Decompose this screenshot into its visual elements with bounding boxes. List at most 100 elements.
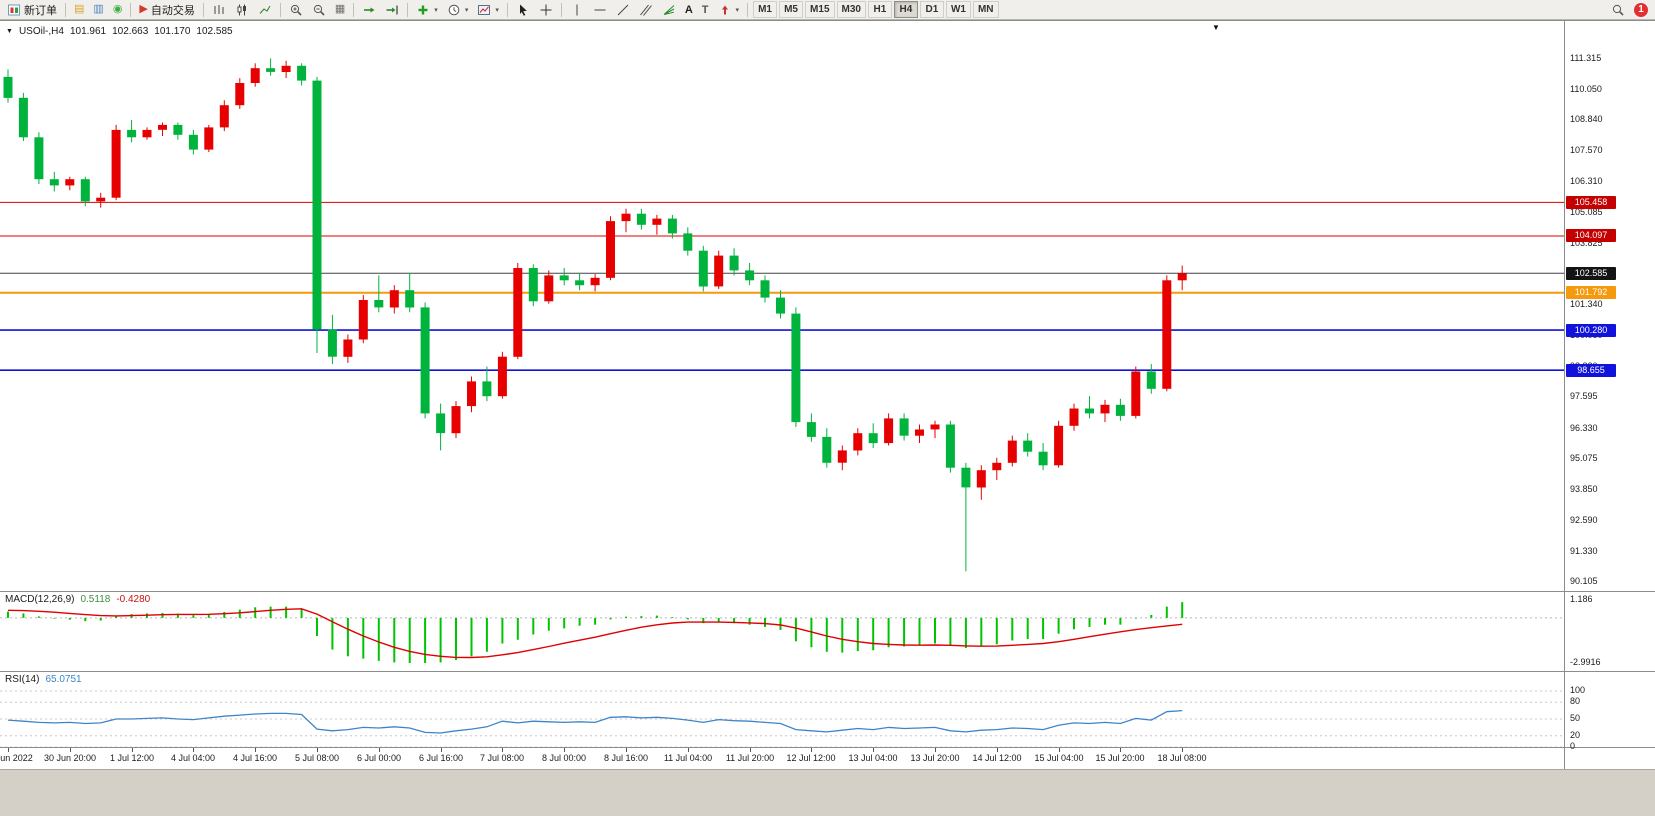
tile-windows-icon: ▦ bbox=[334, 3, 346, 15]
time-axis[interactable]: 30 Jun 2022 30 Jun 20:00 1 Jul 12:00 4 Jul … bbox=[0, 747, 1564, 770]
price-tick-label: 110.050 bbox=[1570, 84, 1602, 94]
template-icon bbox=[478, 4, 491, 15]
timeframe-m1-button[interactable]: M1 bbox=[753, 1, 778, 18]
channel-tool-button[interactable] bbox=[635, 1, 657, 19]
toolbar-separator bbox=[353, 2, 355, 17]
time-label: 4 Jul 04:00 bbox=[170, 753, 216, 763]
horizontal-line-tool-button[interactable] bbox=[589, 1, 611, 19]
zoom-out-button[interactable] bbox=[308, 1, 330, 19]
market-watch-button[interactable]: ▥ bbox=[89, 1, 107, 19]
trendline-tool-button[interactable] bbox=[612, 1, 634, 19]
time-tick bbox=[255, 748, 256, 752]
price-tick-label: 103.825 bbox=[1570, 238, 1603, 248]
crosshair-tool-button[interactable] bbox=[535, 1, 557, 19]
tile-windows-button[interactable]: ▦ bbox=[331, 1, 349, 19]
new-order-label: 新订单 bbox=[24, 4, 57, 17]
rsi-level-label: 80 bbox=[1570, 696, 1581, 706]
time-label: 8 Jul 00:00 bbox=[541, 753, 587, 763]
price-tick-label: 107.570 bbox=[1570, 145, 1603, 155]
price-axis[interactable]: 111.315 110.050 108.840 107.570 106.310 105.0… bbox=[1564, 21, 1655, 769]
timeframe-m5-button[interactable]: M5 bbox=[779, 1, 804, 18]
vertical-line-tool-button[interactable] bbox=[566, 1, 588, 19]
text-tool-label: A bbox=[684, 3, 693, 16]
macd-plot[interactable] bbox=[0, 591, 1564, 672]
price-badge: 105.458 bbox=[1566, 196, 1616, 209]
time-label: 13 Jul 04:00 bbox=[848, 753, 898, 763]
time-label: 1 Jul 12:00 bbox=[109, 753, 155, 763]
time-label: 14 Jul 12:00 bbox=[972, 753, 1022, 763]
chart-profiles-button[interactable]: ▤ bbox=[70, 1, 88, 19]
time-tick bbox=[1120, 748, 1121, 752]
fibonacci-tool-button[interactable] bbox=[658, 1, 680, 19]
timeframe-m15-button[interactable]: M15 bbox=[805, 1, 835, 18]
macd-name: MACD(12,26,9) bbox=[5, 594, 75, 605]
add-indicator-icon bbox=[418, 5, 428, 14]
time-tick bbox=[564, 748, 565, 752]
line-chart-icon bbox=[259, 5, 271, 14]
fibonacci-icon bbox=[663, 4, 675, 15]
chart-symbol-period: USOil-,H4 bbox=[18, 26, 64, 37]
chart-shift-marker-icon[interactable]: ▼ bbox=[1212, 23, 1220, 32]
main-toolbar: 新订单 ▤ ▥ ◉ ▶ 自动交易 bbox=[0, 0, 1655, 20]
time-label: 6 Jul 00:00 bbox=[356, 753, 402, 763]
navigator-button[interactable]: ◉ bbox=[109, 1, 127, 19]
timeframe-h1-button[interactable]: H1 bbox=[867, 1, 892, 18]
templates-button[interactable]: ▾ bbox=[473, 1, 503, 19]
time-label: 4 Jul 16:00 bbox=[232, 753, 278, 763]
auto-trading-button[interactable]: ▶ 自动交易 bbox=[135, 1, 198, 19]
navigator-icon: ◉ bbox=[112, 3, 123, 15]
timeframe-w1-button[interactable]: W1 bbox=[945, 1, 971, 18]
chart-shift-button[interactable] bbox=[381, 1, 403, 19]
candlestick-mode-button[interactable] bbox=[231, 1, 253, 19]
price-badge: 104.097 bbox=[1566, 229, 1616, 242]
label-tool-label: T bbox=[701, 3, 709, 16]
bar-chart-mode-button[interactable] bbox=[208, 1, 230, 19]
search-button[interactable] bbox=[1607, 1, 1629, 19]
chevron-down-icon: ▾ bbox=[464, 6, 469, 14]
cursor-tool-button[interactable] bbox=[512, 1, 534, 19]
timeframe-mn-button[interactable]: MN bbox=[972, 1, 999, 18]
price-tick-label: 106.310 bbox=[1570, 176, 1603, 186]
timeframe-d1-button[interactable]: D1 bbox=[919, 1, 944, 18]
line-chart-mode-button[interactable] bbox=[254, 1, 276, 19]
macd-axis-min-label: -2.9916 bbox=[1570, 657, 1601, 667]
zoom-in-icon bbox=[290, 4, 302, 16]
time-tick bbox=[70, 748, 71, 752]
price-tick-label: 105.085 bbox=[1570, 207, 1603, 217]
chart-close-value: 102.585 bbox=[196, 26, 233, 37]
zoom-in-button[interactable] bbox=[285, 1, 307, 19]
chevron-down-icon: ▾ bbox=[495, 6, 499, 14]
search-icon bbox=[1612, 4, 1624, 16]
chart-window: ▼ USOil-,H4 101.961 102.663 101.170 102.… bbox=[0, 20, 1655, 816]
auto-scroll-icon bbox=[364, 7, 375, 12]
panel-splitter bbox=[1565, 747, 1655, 748]
collapse-arrow-icon[interactable]: ▼ bbox=[6, 28, 13, 35]
text-tool-button[interactable]: A bbox=[681, 1, 697, 19]
indicators-button[interactable]: ▾ bbox=[412, 1, 442, 19]
toolbar-separator bbox=[506, 2, 508, 17]
chart-high-value: 102.663 bbox=[112, 26, 149, 37]
timeframe-m30-button[interactable]: M30 bbox=[836, 1, 866, 18]
chart-ohlc-info: ▼ USOil-,H4 101.961 102.663 101.170 102.… bbox=[6, 26, 233, 37]
time-tick bbox=[379, 748, 380, 752]
time-tick bbox=[1182, 748, 1183, 752]
timeframe-h4-button[interactable]: H4 bbox=[893, 1, 918, 18]
notification-badge[interactable]: 1 bbox=[1634, 2, 1648, 17]
rsi-name: RSI(14) bbox=[5, 674, 40, 685]
chart-shift-icon bbox=[386, 5, 398, 14]
arrows-tool-button[interactable]: ▾ bbox=[714, 1, 744, 19]
rsi-plot[interactable] bbox=[0, 671, 1564, 748]
time-tick bbox=[997, 748, 998, 752]
arrow-stamp-icon bbox=[721, 5, 728, 14]
price-tick-label: 97.595 bbox=[1570, 391, 1598, 401]
auto-scroll-button[interactable] bbox=[358, 1, 380, 19]
new-order-button[interactable]: 新订单 bbox=[3, 1, 61, 19]
price-tick-label: 92.590 bbox=[1570, 515, 1598, 525]
label-tool-button[interactable]: T bbox=[698, 1, 713, 19]
rsi-value: 65.0751 bbox=[45, 674, 82, 685]
time-tick bbox=[811, 748, 812, 752]
periods-button[interactable]: ▾ bbox=[443, 1, 473, 19]
price-chart-plot[interactable] bbox=[0, 21, 1564, 591]
time-tick bbox=[873, 748, 874, 752]
